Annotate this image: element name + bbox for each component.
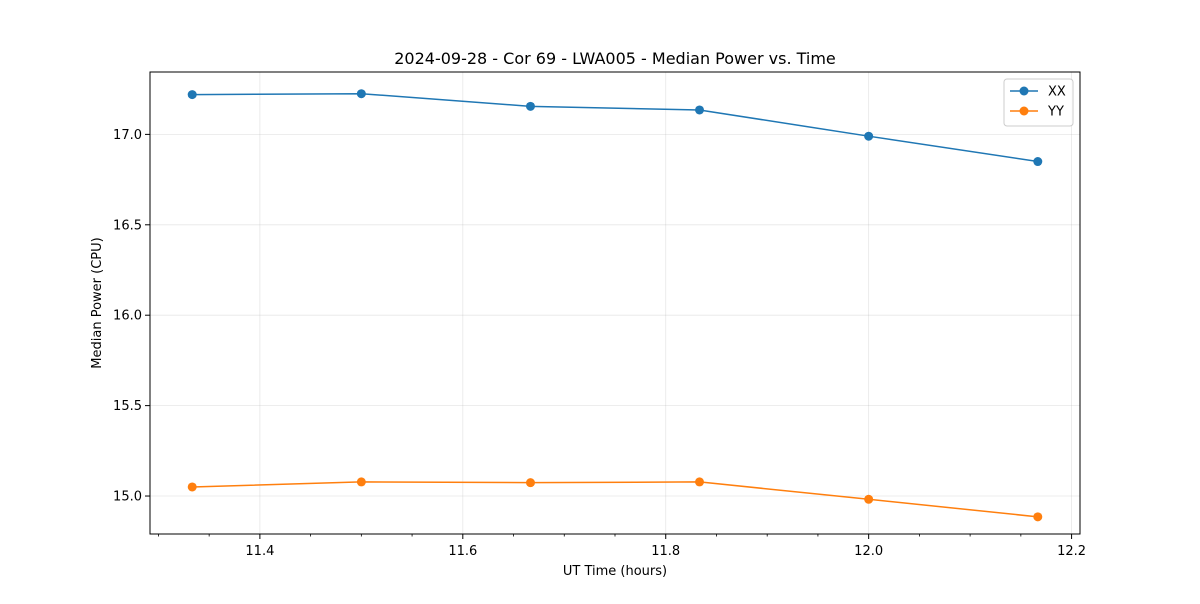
x-tick-label: 11.4: [245, 544, 274, 559]
legend-label-xx: XX: [1048, 85, 1066, 100]
x-axis-label: UT Time (hours): [563, 564, 667, 579]
y-tick-label: 16.0: [113, 309, 142, 324]
data-point-yy: [187, 482, 197, 492]
data-point-yy: [695, 477, 705, 487]
y-axis-label: Median Power (CPU): [90, 237, 105, 368]
y-tick-label: 15.0: [113, 490, 142, 505]
series-layer: [187, 89, 1043, 522]
data-point-yy: [356, 477, 366, 487]
y-tick-label: 15.5: [113, 399, 142, 414]
axes: 11.4 11.6 11.8 12.0 12.2 15.0 15.5 16.0 16.5 17.0: [113, 71, 1086, 559]
x-tick-label: 11.6: [448, 544, 477, 559]
data-point-xx: [864, 131, 874, 141]
data-point-yy: [525, 478, 535, 488]
legend-label-yy: YY: [1047, 105, 1064, 120]
x-tick-label: 12.2: [1057, 544, 1086, 559]
y-tick-label: 16.5: [113, 218, 142, 233]
data-point-yy: [1033, 512, 1043, 522]
series-line-xx: [192, 92, 1038, 163]
x-tick-label: 11.8: [651, 544, 680, 559]
legend-marker-xx: [1019, 86, 1029, 96]
legend: XX YY: [1003, 78, 1074, 127]
data-point-xx: [356, 89, 366, 99]
grid: [150, 72, 1080, 534]
chart-title: 2024-09-28 - Cor 69 - LWA005 - Median Po…: [394, 49, 836, 68]
data-point-xx: [187, 90, 197, 100]
legend-marker-yy: [1019, 106, 1029, 116]
x-tick-label: 12.0: [854, 544, 883, 559]
y-tick-label: 17.0: [113, 128, 142, 143]
data-point-xx: [525, 101, 535, 111]
series-line-yy: [192, 481, 1038, 518]
data-point-yy: [864, 494, 874, 504]
data-point-xx: [1033, 157, 1043, 167]
data-point-xx: [695, 105, 705, 115]
